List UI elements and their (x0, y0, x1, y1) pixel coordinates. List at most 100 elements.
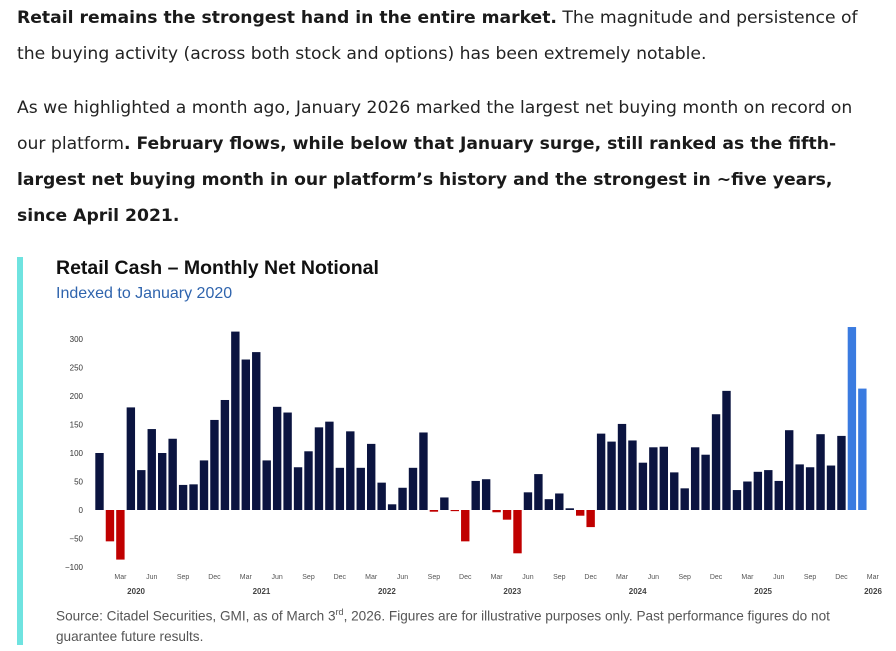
bar-2022-07 (408, 467, 418, 510)
chart-plot: 300 250 200 150 100 50 0 −50 −100 Mar Jun Sep Dec Mar… (65, 327, 882, 596)
x-month-label: Jun (522, 574, 533, 581)
bar-2022-01 (346, 431, 355, 510)
bar-2020-01 (95, 453, 104, 510)
bar-2025-11 (826, 465, 836, 510)
bar-2025-08 (795, 464, 804, 510)
bar-2024-02 (607, 441, 616, 510)
paragraph-2-bold: . February flows, while below that Janua… (17, 134, 837, 226)
bar-2025-06 (774, 480, 783, 510)
bar-2020-06 (147, 429, 156, 510)
bar-2021-07 (283, 412, 292, 510)
bar-2024-07 (659, 446, 668, 510)
y-tick-label: 250 (70, 364, 84, 373)
bar-2024-01 (596, 433, 606, 510)
bar-2020-10 (189, 484, 198, 510)
y-tick-label: 300 (70, 335, 84, 344)
bar-2023-02 (481, 479, 491, 510)
bar-2022-05 (387, 504, 397, 510)
bar-2025-01 (722, 390, 731, 510)
bar-2024-12 (711, 414, 721, 510)
bar-2022-02 (356, 467, 365, 510)
bar-2021-11 (325, 421, 334, 510)
bar-2020-11 (199, 460, 209, 510)
bar-2020-07 (158, 453, 167, 510)
source-superscript: rd (335, 607, 344, 617)
bar-2024-03 (617, 423, 627, 510)
bar-2021-05 (262, 460, 271, 510)
x-month-label: Mar (240, 574, 253, 581)
bar-2025-07 (785, 430, 794, 510)
x-year-label: 2026 (864, 587, 882, 596)
bar-2020-03 (116, 510, 125, 560)
bar-2023-12 (586, 510, 595, 528)
x-year-label: 2022 (378, 587, 396, 596)
bar-2026-02 (858, 388, 867, 510)
bar-2024-04 (628, 440, 637, 510)
x-month-label: Sep (302, 574, 315, 581)
bar-2021-10 (314, 427, 324, 510)
x-month-label: Dec (584, 574, 597, 581)
bar-2024-11 (701, 454, 710, 510)
bar-2024-08 (670, 472, 679, 510)
x-month-label: Mar (114, 574, 127, 581)
y-tick-label: 0 (79, 506, 84, 515)
x-year-label: 2021 (253, 587, 271, 596)
bar-2020-09 (178, 484, 188, 510)
bar-2022-08 (419, 432, 428, 510)
bar-2023-04 (502, 510, 512, 520)
bar-2023-07 (534, 474, 543, 510)
x-year-label: 2023 (503, 587, 521, 596)
paragraph-1-text: The magnitude and persistence of the buy… (17, 8, 858, 64)
x-month-label: Sep (177, 574, 190, 581)
x-month-label: Dec (334, 574, 347, 581)
bar-2022-10 (440, 497, 449, 510)
bar-2023-10 (565, 508, 574, 510)
x-year-label: 2024 (629, 587, 647, 596)
x-month-label: Sep (428, 574, 441, 581)
x-month-label: Dec (459, 574, 472, 581)
y-tick-label: −100 (65, 563, 84, 572)
bar-2025-02 (732, 490, 742, 510)
bar-2025-05 (764, 470, 773, 510)
bar-2025-12 (837, 435, 846, 510)
x-month-label: Sep (678, 574, 691, 581)
x-month-label: Sep (553, 574, 566, 581)
x-month-label: Mar (741, 574, 754, 581)
bar-2026-01 (847, 327, 857, 510)
x-year-label: 2020 (127, 587, 145, 596)
bar-2023-11 (576, 510, 585, 516)
x-month-label: Mar (867, 574, 880, 581)
bar-2022-09 (429, 510, 439, 512)
bar-2021-04 (252, 352, 261, 510)
bar-2021-06 (272, 406, 282, 510)
bar-2022-12 (461, 510, 470, 542)
bar-2022-06 (398, 487, 407, 510)
accent-bar (17, 257, 23, 645)
chart-figure: Retail Cash – Monthly Net Notional Index… (17, 257, 887, 645)
bar-2023-03 (492, 510, 501, 513)
bar-2021-08 (293, 467, 303, 510)
x-month-label: Dec (208, 574, 221, 581)
bar-2021-12 (335, 467, 345, 510)
bar-2022-04 (377, 482, 386, 510)
paragraph-2-text: As we highlighted a month ago, January 2… (17, 98, 853, 154)
bar-2025-09 (805, 467, 815, 510)
bar-2024-06 (649, 447, 658, 510)
bar-2020-04 (126, 407, 136, 510)
bar-2023-05 (513, 510, 522, 554)
bar-2021-03 (241, 359, 250, 510)
bar-2023-08 (544, 499, 554, 510)
bar-2023-01 (471, 480, 480, 510)
bar-2025-10 (816, 434, 825, 510)
bar-2020-02 (105, 510, 115, 542)
bar-2020-08 (168, 438, 177, 510)
bar-2023-09 (555, 493, 564, 510)
chart-title: Retail Cash – Monthly Net Notional (56, 257, 379, 279)
y-tick-label: 200 (70, 392, 84, 401)
bar-2024-10 (690, 447, 700, 510)
paragraph-2: As we highlighted a month ago, January 2… (17, 90, 877, 234)
bar-2024-05 (638, 462, 648, 510)
x-month-label: Dec (710, 574, 723, 581)
x-month-label: Mar (365, 574, 378, 581)
x-month-label: Jun (272, 574, 283, 581)
